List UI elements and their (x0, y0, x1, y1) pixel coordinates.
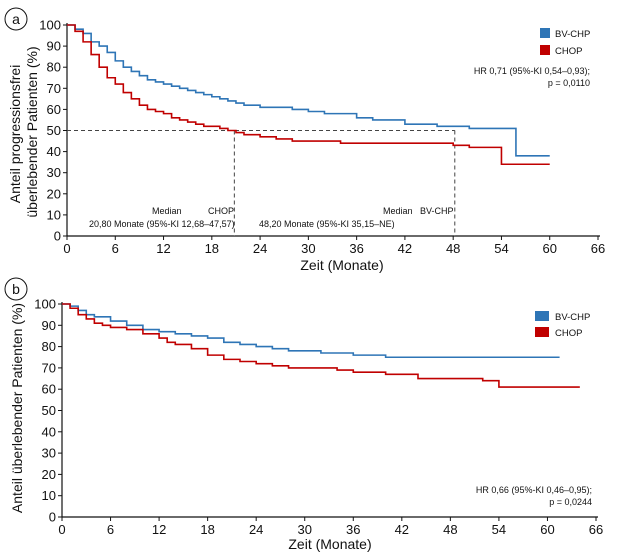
x-tick-label-24: 24 (253, 241, 267, 256)
svg-text:Anteil überlebender Patienten: Anteil überlebender Patienten (%) (9, 303, 25, 513)
y-tick-label-10: 10 (42, 488, 56, 503)
x-tick-label-12: 12 (152, 522, 166, 537)
panel-b-p-value-text: p = 0,0244 (549, 497, 592, 507)
x-tick-label-18: 18 (200, 522, 214, 537)
panel-a-legend-label-bv-chp: BV-CHP (555, 29, 590, 40)
y-tick-label-0: 0 (49, 510, 56, 525)
panel-a-median-chop-group: CHOP (208, 206, 234, 216)
x-tick-label-6: 6 (107, 522, 114, 537)
panel-a-y-axis-label-line1: Anteil progressionsfrei (7, 65, 23, 204)
panel-b-label-circle (4, 277, 28, 301)
panel-a-legend-label-chop: CHOP (555, 46, 582, 57)
panel-a-median-bvchp-heading: Median (383, 206, 413, 216)
x-tick-label-0: 0 (63, 241, 70, 256)
x-tick-label-48: 48 (443, 522, 457, 537)
panel-a-median-bvchp-text: 48,20 Monate (95%-KI 35,15–NE) (259, 219, 395, 229)
panel-b-label: b (12, 281, 20, 297)
y-tick-label-80: 80 (42, 339, 56, 354)
x-tick-label-6: 6 (112, 241, 119, 256)
x-tick-label-54: 54 (494, 241, 508, 256)
panel-b-ticks (58, 303, 597, 521)
panel-a-median-bvchp-group: BV-CHP (420, 206, 454, 216)
panel-b-y-axis-label: Anteil überlebender Patienten (%) (9, 303, 25, 513)
x-tick-label-66: 66 (591, 241, 605, 256)
y-tick-label-50: 50 (42, 403, 56, 418)
x-tick-label-18: 18 (205, 241, 219, 256)
y-tick-label-60: 60 (42, 382, 56, 397)
x-tick-label-24: 24 (249, 522, 263, 537)
y-tick-label-80: 80 (47, 60, 61, 75)
y-tick-label-10: 10 (47, 207, 61, 222)
panel-a-y-axis-label-line2: überlebender Patienten (%) (24, 46, 40, 217)
y-tick-label-90: 90 (47, 39, 61, 54)
y-tick-label-40: 40 (42, 424, 56, 439)
panel-b-legend-label-bv-chp: BV-CHP (555, 312, 590, 323)
panel-a-reference-lines (67, 130, 456, 236)
x-tick-label-54: 54 (492, 522, 506, 537)
panel-a-x-tick-labels: 0 6 12 18 24 30 36 42 48 54 60 66 (63, 241, 605, 256)
panel-b-y-tick-labels: 0 10 20 30 40 50 60 70 80 90 100 (34, 297, 56, 525)
panel-b-legend-label-chop: CHOP (555, 328, 582, 339)
y-tick-label-30: 30 (47, 165, 61, 180)
y-tick-label-40: 40 (47, 144, 61, 159)
y-tick-label-100: 100 (39, 18, 61, 33)
panel-b: b 0 10 20 30 40 50 60 70 80 90 100 0 6 12 18 24 30 36 42 4… (4, 277, 603, 552)
panel-a-median-chop-heading: Median (152, 206, 182, 216)
panel-a-series-chop-line (67, 24, 550, 166)
panel-b-legend-swatch-bv-chp (535, 311, 549, 321)
x-tick-label-60: 60 (542, 241, 556, 256)
svg-text:Anteil progressionsfrei: Anteil progressionsfrei überlebender Pat… (7, 46, 40, 217)
x-tick-label-30: 30 (297, 522, 311, 537)
panel-b-series-bv-chp-line (62, 303, 560, 359)
x-tick-label-0: 0 (58, 522, 65, 537)
y-tick-label-30: 30 (42, 446, 56, 461)
panel-a-x-axis-label: Zeit (Monate) (300, 257, 383, 273)
y-tick-label-70: 70 (47, 81, 61, 96)
panel-b-x-axis-label: Zeit (Monate) (288, 536, 371, 552)
y-tick-label-100: 100 (34, 297, 56, 312)
panel-b-x-tick-labels: 0 6 12 18 24 30 36 42 48 54 60 66 (58, 522, 603, 537)
y-tick-label-20: 20 (42, 467, 56, 482)
y-tick-label-50: 50 (47, 123, 61, 138)
panel-a-p-value-text: p = 0,0110 (548, 78, 590, 88)
x-tick-label-48: 48 (446, 241, 460, 256)
panel-a: a 0 10 20 30 40 50 60 70 80 90 100 0 6 12 18 24 30 36 42 4… (4, 7, 605, 273)
x-tick-label-42: 42 (398, 241, 412, 256)
panel-b-legend-swatch-chop (535, 327, 549, 337)
y-tick-label-70: 70 (42, 360, 56, 375)
y-tick-label-0: 0 (54, 229, 61, 244)
panel-a-label-circle (4, 7, 28, 31)
y-tick-label-60: 60 (47, 102, 61, 117)
x-tick-label-36: 36 (346, 522, 360, 537)
panel-a-median-chop-text: 20,80 Monate (95%-KI 12,68–47,57) (89, 219, 235, 229)
panel-a-label: a (12, 11, 20, 27)
x-tick-label-60: 60 (540, 522, 554, 537)
x-tick-label-66: 66 (589, 522, 603, 537)
x-tick-label-30: 30 (301, 241, 315, 256)
y-tick-label-20: 20 (47, 186, 61, 201)
y-tick-label-90: 90 (42, 318, 56, 333)
panel-a-series-bv-chp-line (67, 24, 550, 157)
panel-a-hr-text: HR 0,71 (95%-KI 0,54–0,93); (474, 66, 590, 76)
x-tick-label-42: 42 (395, 522, 409, 537)
panel-a-legend-swatch-chop (540, 45, 550, 55)
panel-a-y-tick-labels: 0 10 20 30 40 50 60 70 80 90 100 (39, 18, 61, 244)
x-tick-label-36: 36 (349, 241, 363, 256)
panel-a-ticks (63, 24, 599, 240)
panel-b-hr-text: HR 0,66 (95%-KI 0,46–0,95); (476, 485, 592, 495)
panel-b-series-chop-line (62, 303, 580, 388)
x-tick-label-12: 12 (156, 241, 170, 256)
panel-a-legend-swatch-bv-chp (540, 28, 550, 38)
